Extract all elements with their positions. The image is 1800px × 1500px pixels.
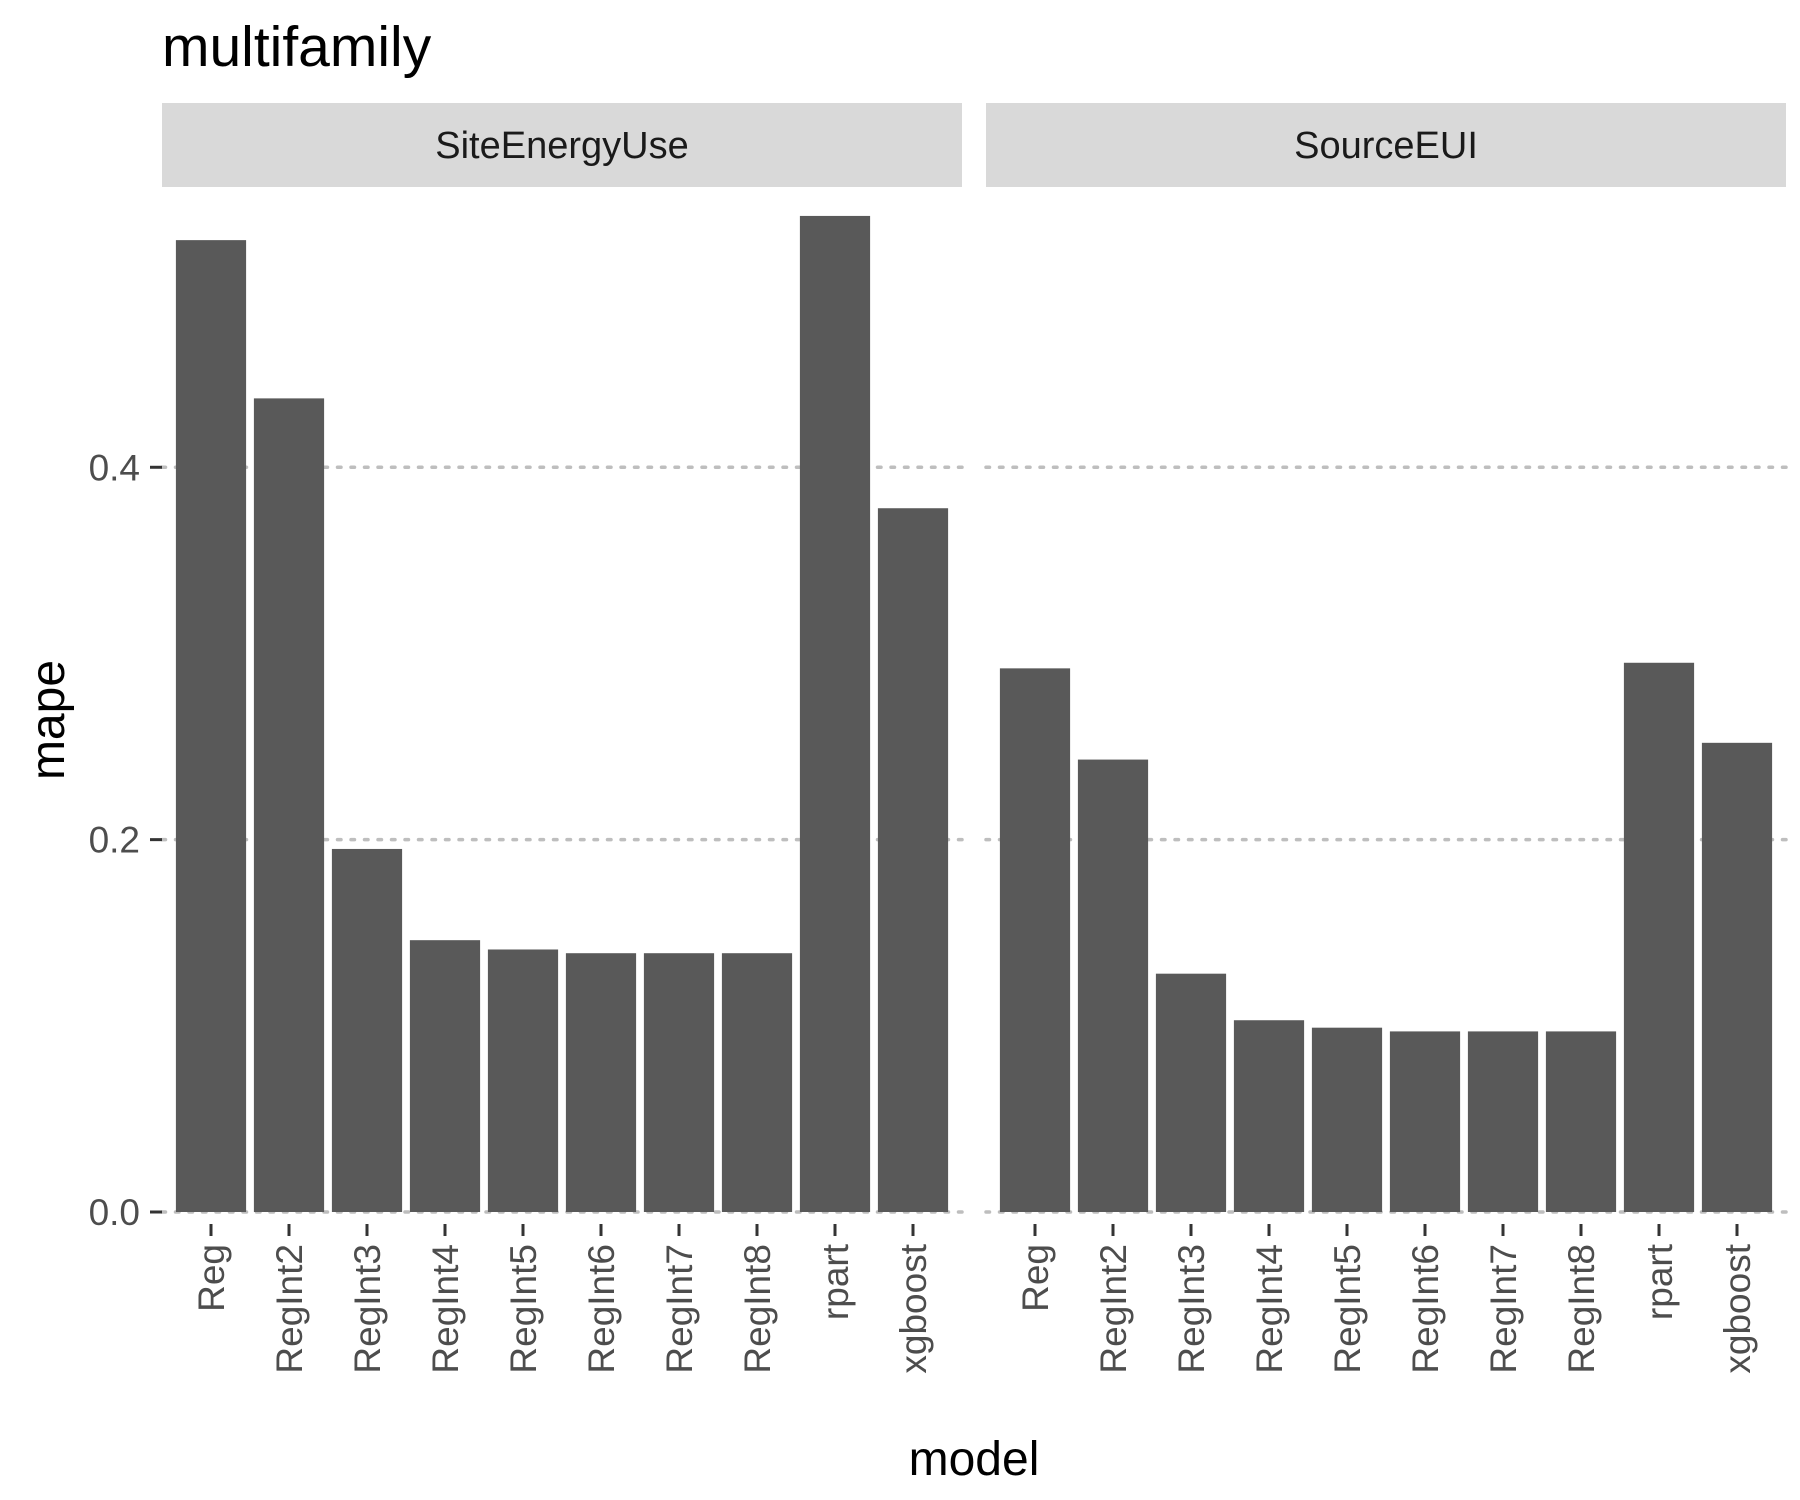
- facet-strip-label: SiteEnergyUse: [435, 125, 688, 167]
- x-tick-label: RegInt4: [1249, 1244, 1290, 1374]
- y-tick-label: 0.2: [89, 820, 140, 861]
- bar-regint4: [409, 940, 481, 1212]
- x-tick-label: xgboost: [1717, 1243, 1758, 1373]
- x-tick-label: RegInt2: [269, 1244, 310, 1374]
- bar-regint4: [1233, 1020, 1305, 1212]
- y-axis-title: mape: [22, 660, 75, 780]
- facet-panel-0: SiteEnergyUse Reg RegInt2 RegInt3 RegInt4 Reg…: [160, 103, 964, 1374]
- x-tick-label: RegInt2: [1093, 1244, 1134, 1374]
- bar-rpart: [799, 215, 871, 1213]
- bar-regint2: [1077, 759, 1149, 1212]
- facet-strip: [162, 103, 962, 187]
- y-axis: 0.0 0.2 0.4: [89, 447, 162, 1233]
- x-tick-label: RegInt4: [425, 1244, 466, 1374]
- bar-regint5: [487, 949, 559, 1212]
- facet-strip-label: SourceEUI: [1294, 125, 1478, 167]
- bar-xgboost: [1701, 742, 1773, 1212]
- facet-panels: SiteEnergyUse Reg RegInt2 RegInt3 RegInt4 Reg…: [160, 103, 1788, 1374]
- bar-regint7: [643, 953, 715, 1212]
- x-tick-label: RegInt5: [503, 1244, 544, 1374]
- bar-regint8: [1545, 1031, 1617, 1212]
- bar-reg: [175, 240, 247, 1212]
- x-tick-label: RegInt3: [1171, 1244, 1212, 1374]
- bar-regint2: [253, 398, 325, 1212]
- x-tick-label: RegInt7: [1483, 1244, 1524, 1374]
- bar-reg: [999, 668, 1071, 1212]
- bar-xgboost: [877, 508, 949, 1212]
- bar-regint3: [1155, 973, 1227, 1212]
- y-tick-label: 0.4: [89, 447, 140, 488]
- x-tick-label: RegInt5: [1327, 1244, 1368, 1374]
- x-axis-title: model: [909, 1433, 1040, 1486]
- bar-regint6: [565, 953, 637, 1212]
- x-tick-label: RegInt6: [1405, 1244, 1446, 1374]
- x-tick-label: rpart: [815, 1243, 856, 1320]
- facet-panel-1: SourceEUI Reg RegInt2 RegInt3 RegInt4 RegInt5…: [984, 103, 1788, 1374]
- y-tick-label: 0.0: [89, 1192, 140, 1233]
- bar-regint8: [721, 953, 793, 1212]
- x-tick-label: RegInt6: [581, 1244, 622, 1374]
- bar-rpart: [1623, 662, 1695, 1212]
- bar-regint5: [1311, 1027, 1383, 1212]
- chart-title: multifamily: [162, 15, 432, 79]
- x-tick-label: RegInt7: [659, 1244, 700, 1374]
- bar-regint7: [1467, 1031, 1539, 1212]
- x-tick-label: RegInt8: [1561, 1244, 1602, 1374]
- x-tick-label: RegInt8: [737, 1244, 778, 1374]
- x-tick-label: RegInt3: [347, 1244, 388, 1374]
- bar-regint6: [1389, 1031, 1461, 1212]
- facet-strip: [986, 103, 1786, 187]
- bar-regint3: [331, 848, 403, 1212]
- x-tick-label: xgboost: [893, 1243, 934, 1373]
- x-tick-label: rpart: [1639, 1243, 1680, 1320]
- x-tick-label: Reg: [191, 1244, 232, 1312]
- x-tick-label: Reg: [1015, 1244, 1056, 1312]
